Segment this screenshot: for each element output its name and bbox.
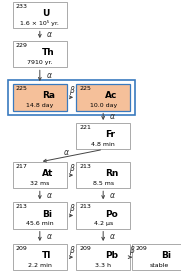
Text: 10.0 day: 10.0 day xyxy=(90,103,117,108)
Text: 45.6 min: 45.6 min xyxy=(26,221,54,226)
Text: α: α xyxy=(46,71,51,80)
FancyBboxPatch shape xyxy=(13,2,67,28)
Text: α: α xyxy=(64,148,69,157)
Text: 209: 209 xyxy=(79,246,91,251)
FancyBboxPatch shape xyxy=(76,244,130,270)
Text: Bi: Bi xyxy=(42,210,52,219)
Text: β: β xyxy=(69,204,74,213)
FancyBboxPatch shape xyxy=(13,84,67,110)
Text: 7910 yr.: 7910 yr. xyxy=(27,60,52,64)
Text: α: α xyxy=(110,232,115,241)
Text: 2.2 min: 2.2 min xyxy=(28,263,52,267)
Text: Po: Po xyxy=(105,210,118,219)
Text: α: α xyxy=(46,191,51,200)
Text: 225: 225 xyxy=(16,86,28,91)
Text: At: At xyxy=(42,169,53,178)
FancyBboxPatch shape xyxy=(76,84,130,110)
Text: U: U xyxy=(42,9,49,18)
Text: Rn: Rn xyxy=(105,169,118,178)
Text: 209: 209 xyxy=(135,246,147,251)
Text: 3.3 h: 3.3 h xyxy=(95,263,111,267)
Text: 14.8 day: 14.8 day xyxy=(26,103,54,108)
Text: β: β xyxy=(129,246,134,255)
Text: 221: 221 xyxy=(79,125,91,130)
Text: 213: 213 xyxy=(79,205,91,209)
Text: α: α xyxy=(46,232,51,241)
Text: Tl: Tl xyxy=(42,251,51,260)
Text: 4.2 μs: 4.2 μs xyxy=(94,221,113,226)
FancyBboxPatch shape xyxy=(76,202,130,229)
FancyBboxPatch shape xyxy=(13,244,67,270)
Text: Bi: Bi xyxy=(161,251,171,260)
Text: 209: 209 xyxy=(16,246,28,251)
Text: α: α xyxy=(46,30,51,39)
FancyBboxPatch shape xyxy=(13,202,67,229)
Text: Fr: Fr xyxy=(105,130,115,139)
Text: 8.5 ms: 8.5 ms xyxy=(93,181,114,186)
Text: β: β xyxy=(69,246,74,255)
Text: β: β xyxy=(69,86,74,95)
FancyBboxPatch shape xyxy=(13,41,67,67)
Text: 217: 217 xyxy=(16,164,28,169)
Text: β: β xyxy=(69,164,74,173)
Text: Pb: Pb xyxy=(105,251,118,260)
Text: α: α xyxy=(110,112,115,121)
Text: Ac: Ac xyxy=(105,91,117,100)
Text: 32 ms: 32 ms xyxy=(30,181,50,186)
FancyBboxPatch shape xyxy=(76,123,130,149)
Text: 213: 213 xyxy=(16,205,28,209)
FancyBboxPatch shape xyxy=(76,162,130,188)
FancyBboxPatch shape xyxy=(13,162,67,188)
Text: 225: 225 xyxy=(79,86,91,91)
Text: 4.8 min: 4.8 min xyxy=(91,142,115,147)
Text: 233: 233 xyxy=(16,4,28,9)
Text: Th: Th xyxy=(42,48,54,57)
FancyBboxPatch shape xyxy=(132,244,181,270)
Text: stable: stable xyxy=(150,263,169,267)
Text: Ra: Ra xyxy=(42,91,55,100)
Text: 1.6 × 10⁵ yr.: 1.6 × 10⁵ yr. xyxy=(20,20,59,26)
Text: α: α xyxy=(110,191,115,200)
Text: 229: 229 xyxy=(16,43,28,48)
Text: 213: 213 xyxy=(79,164,91,169)
